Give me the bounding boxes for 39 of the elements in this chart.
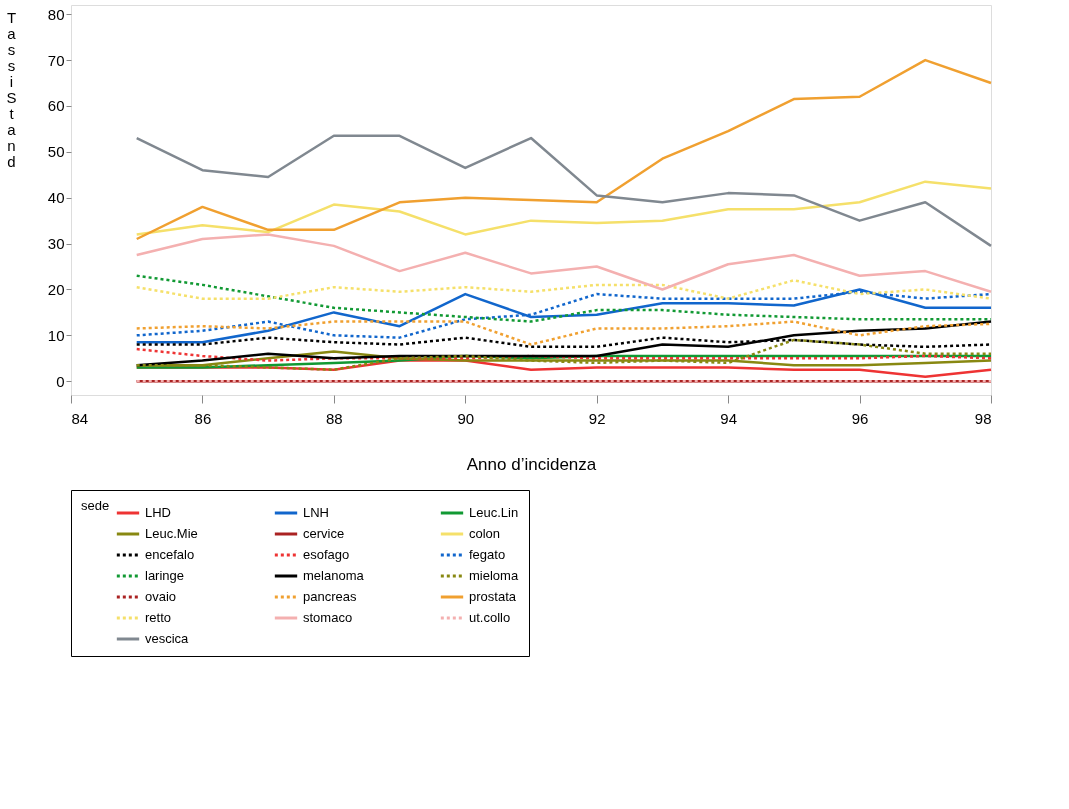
x-tick-label: 90 [457,409,475,427]
y-tick-label: 60 [47,97,65,115]
legend-label: colon [469,526,501,541]
legend-label: mieloma [469,568,519,583]
y-tick-label: 50 [47,143,65,161]
x-tick-label: 94 [720,409,737,427]
y-tick-label: 20 [47,280,65,298]
x-tick-label: 84 [71,409,89,427]
legend-label: Leuc.Lin [469,505,519,520]
x-tick-label: 92 [588,409,606,427]
y-tick-label: 10 [47,326,65,344]
x-tick-label: 98 [974,409,992,427]
y-tick-label: 0 [56,372,65,390]
legend-label: cervice [303,526,345,541]
y-tick-label: 80 [47,5,65,23]
x-tick-label: 88 [326,409,343,427]
legend-label: ovaio [145,589,177,604]
legend-label: ut.collo [469,610,511,625]
text: Tassi Stand [6,8,17,170]
x-axis-title: Anno d’incidenza [466,454,597,474]
legend-label: vescica [145,631,190,646]
legend-label: stomaco [303,610,353,625]
legend-label: LNH [303,505,330,520]
legend-label: laringe [145,568,185,583]
y-tick-label: 70 [47,51,65,69]
y-tick-label: 30 [47,235,65,253]
x-tick-label: 86 [194,409,212,427]
legend-label: pancreas [303,589,357,604]
x-tick-label: 96 [851,409,869,427]
legend-label: esofago [303,547,350,562]
legend-label: fegato [469,547,506,562]
y-tick-label: 40 [47,189,65,207]
legend-label: Leuc.Mie [145,526,198,541]
legend-label: retto [145,610,172,625]
legend-title: sede [81,498,110,513]
legend-label: melanoma [303,568,365,583]
legend-label: encefalo [145,547,195,562]
legend-label: prostata [469,589,517,604]
legend-label: LHD [145,505,172,520]
